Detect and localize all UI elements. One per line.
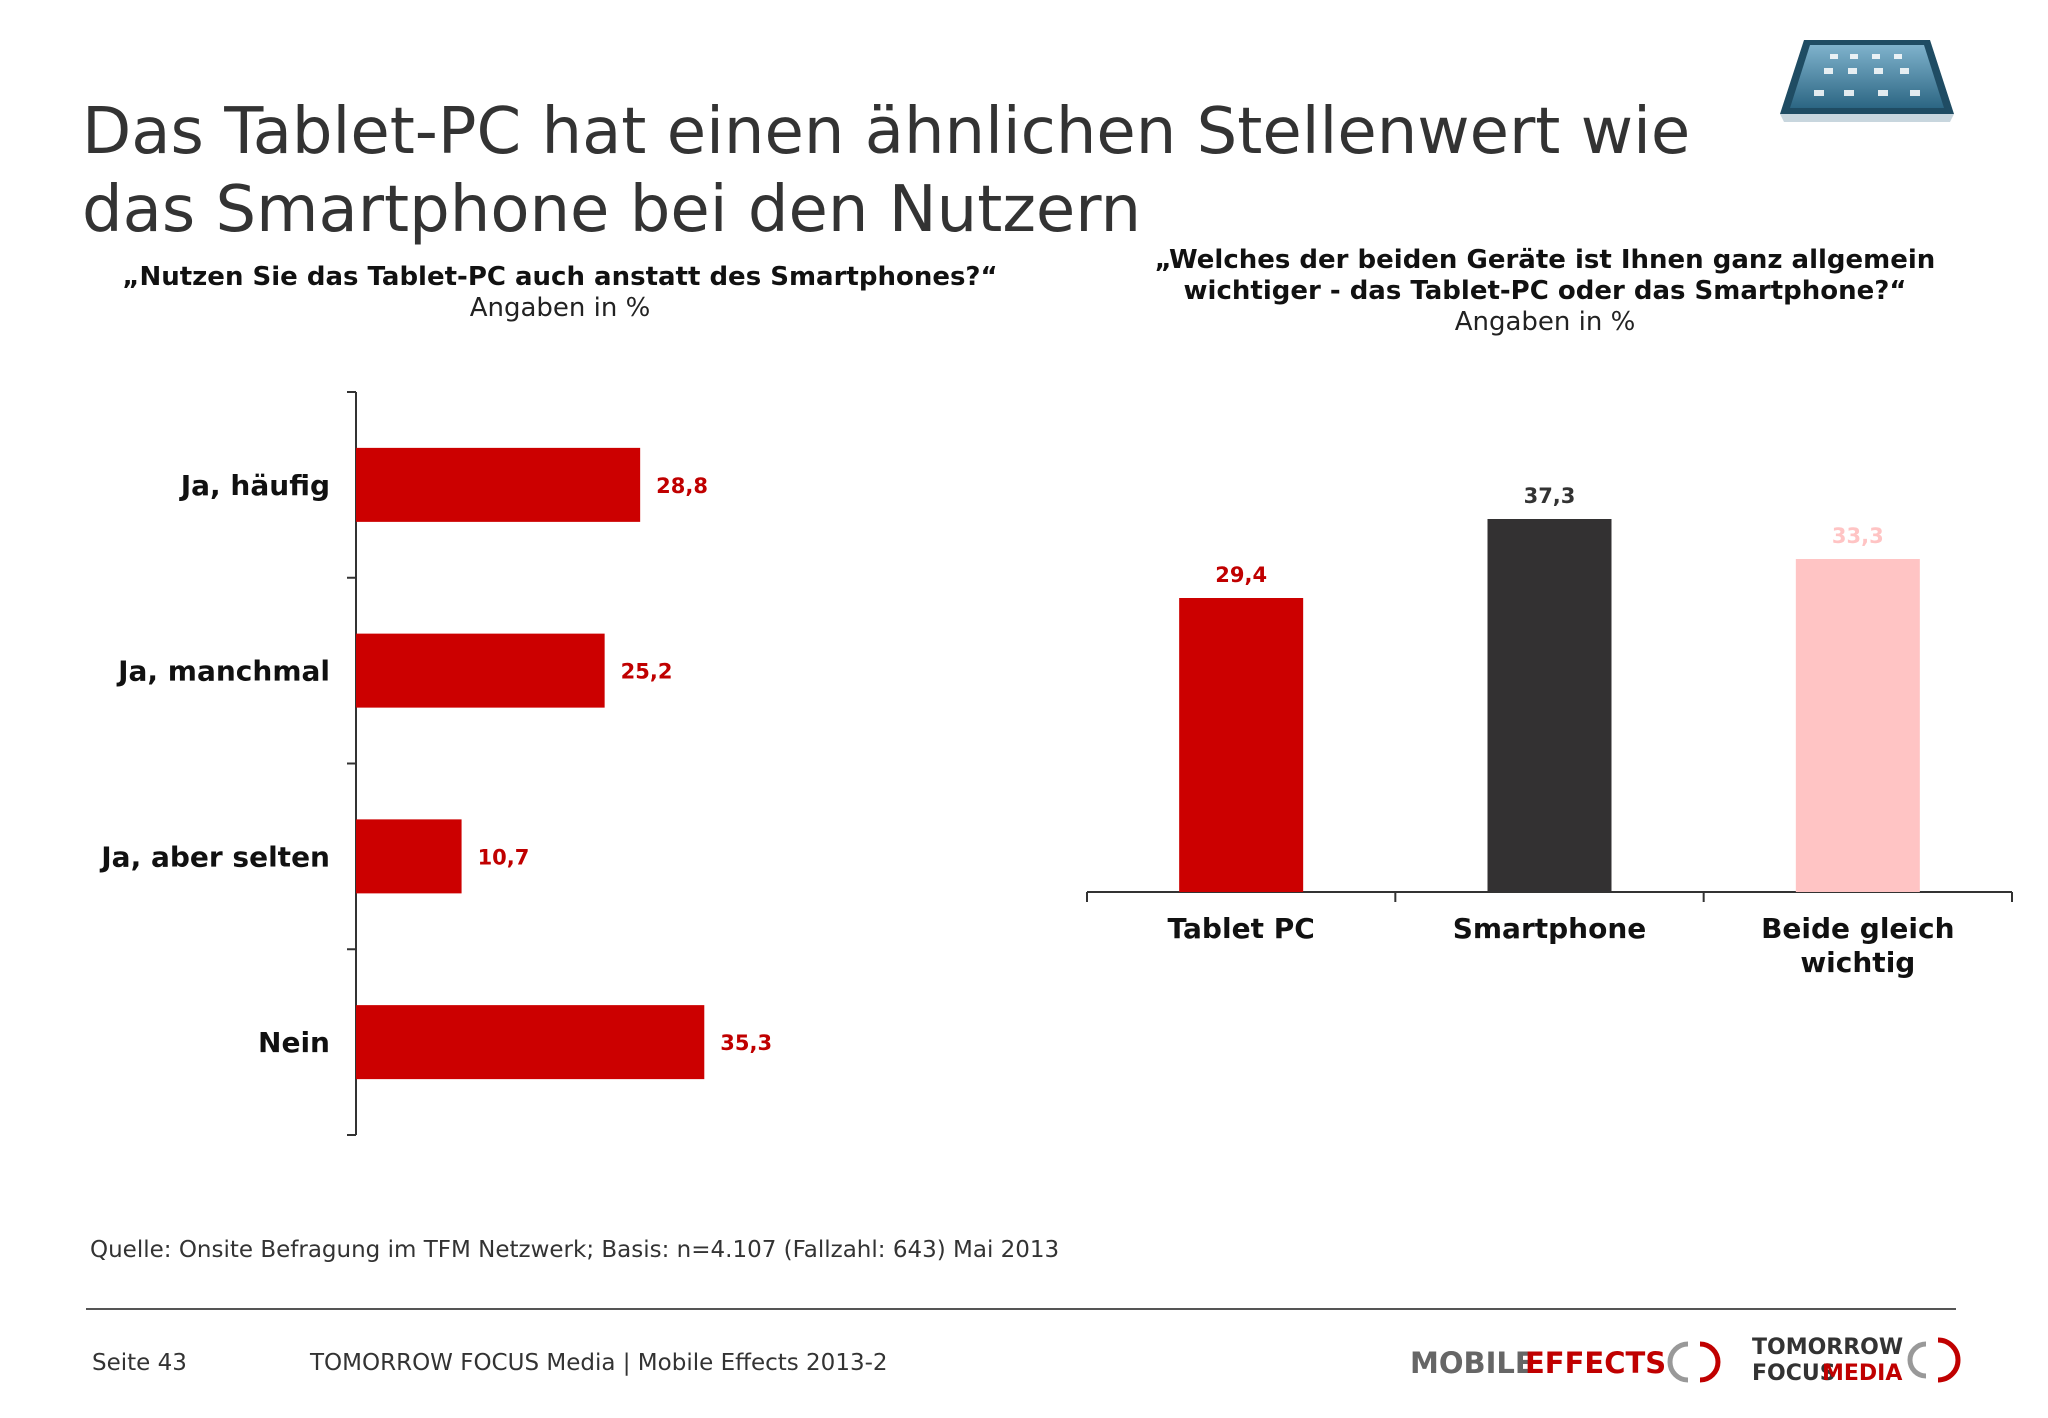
question-1-unit: Angaben in % xyxy=(469,293,651,323)
question-2-text-line-2: wichtiger - das Tablet-PC oder das Smart… xyxy=(1183,276,1907,306)
category-label: Ja, häufig xyxy=(179,469,330,502)
logo-media-word: MEDIA xyxy=(1822,1361,1902,1386)
question-2-unit: Angaben in % xyxy=(1454,307,1636,337)
category-label: Beide gleich xyxy=(1761,912,1954,945)
bar xyxy=(356,447,641,522)
data-label: 28,8 xyxy=(656,474,708,498)
category-label: Ja, aber selten xyxy=(99,840,330,873)
bar xyxy=(1179,598,1304,892)
footer-divider xyxy=(86,1308,1956,1310)
mobile-effects-logo: MOBILE EFFECTS xyxy=(1410,1341,1721,1383)
category-label: Ja, manchmal xyxy=(116,655,330,688)
page-number: Seite 43 xyxy=(92,1350,187,1376)
bar xyxy=(356,633,605,708)
tablet-icon xyxy=(1780,40,1954,122)
data-label: 37,3 xyxy=(1524,484,1576,508)
logo-bracket-right xyxy=(1937,1337,1961,1383)
category-label: Smartphone xyxy=(1453,912,1647,945)
bar xyxy=(356,1005,705,1080)
category-label: Nein xyxy=(258,1026,330,1059)
bar xyxy=(356,819,462,894)
category-label: wichtig xyxy=(1800,946,1915,979)
slide-title: Das Tablet-PC hat einen ähnlichen Stelle… xyxy=(82,93,1722,249)
title-line-1: Das Tablet-PC hat einen ähnlichen Stelle… xyxy=(82,94,1691,169)
logo-mobile-word: MOBILE xyxy=(1410,1346,1535,1380)
question-1-text: „Nutzen Sie das Tablet-PC auch anstatt d… xyxy=(122,262,998,292)
question-2-text-line-1: „Welches der beiden Geräte ist Ihnen gan… xyxy=(1154,245,1936,275)
vertical-bar-chart: 29,4 Tablet PC 37,3 Smartphone 33,3 Beide gle… xyxy=(1086,484,2013,979)
bar xyxy=(1487,519,1612,892)
data-label: 25,2 xyxy=(621,660,673,684)
bar xyxy=(1795,559,1920,892)
logo-focus-word: FOCUS xyxy=(1752,1361,1836,1386)
logo-tomorrow-word: TOMORROW xyxy=(1752,1335,1903,1360)
data-label: 33,3 xyxy=(1832,524,1884,548)
question-1: „Nutzen Sie das Tablet-PC auch anstatt d… xyxy=(60,262,1060,324)
footer-text: TOMORROW FOCUS Media | Mobile Effects 20… xyxy=(310,1350,888,1376)
question-2: „Welches der beiden Geräte ist Ihnen gan… xyxy=(1045,245,2045,338)
tomorrow-focus-media-logo: TOMORROW FOCUS MEDIA xyxy=(1752,1335,1961,1386)
source-note: Quelle: Onsite Befragung im TFM Netzwerk… xyxy=(90,1237,1060,1263)
logo-effects-word: EFFECTS xyxy=(1525,1346,1666,1380)
logo-bracket-right xyxy=(1699,1341,1721,1383)
title-line-2: das Smartphone bei den Nutzern xyxy=(82,172,1142,247)
horizontal-bar-chart: Ja, häufig 28,8 Ja, manchmal 25,2 Ja, aber s… xyxy=(99,391,772,1136)
logo-bracket-left xyxy=(1907,1341,1927,1379)
logo-bracket-left xyxy=(1667,1341,1689,1383)
category-label: Tablet PC xyxy=(1168,912,1315,945)
data-label: 10,7 xyxy=(478,845,530,869)
data-label: 29,4 xyxy=(1215,563,1267,587)
data-label: 35,3 xyxy=(720,1031,772,1055)
